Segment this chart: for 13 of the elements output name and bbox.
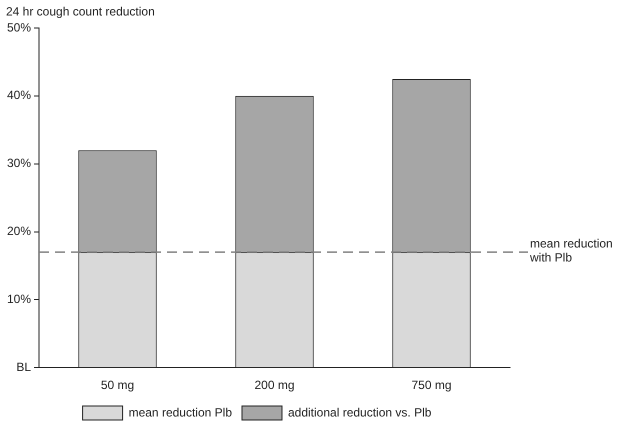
x-tick-label: 50 mg: [100, 378, 134, 392]
y-tick-label: 10%: [6, 292, 32, 306]
legend-label: mean reduction Plb: [128, 405, 232, 420]
y-tick-label: 20%: [6, 224, 32, 238]
x-tick-label: 750 mg: [411, 378, 452, 392]
y-tick-label: 40%: [6, 88, 32, 102]
y-axis-title: 24 hr cough count reduction: [6, 4, 155, 18]
y-tick-label: 30%: [6, 156, 32, 170]
x-tick-label: 200 mg: [254, 378, 295, 392]
y-tick-label: 50%: [6, 20, 32, 34]
ref-line-label: mean reduction with Plb: [529, 236, 613, 264]
legend-label: additional reduction vs. Plb: [288, 405, 432, 420]
y-tick-label: BL: [16, 360, 32, 374]
